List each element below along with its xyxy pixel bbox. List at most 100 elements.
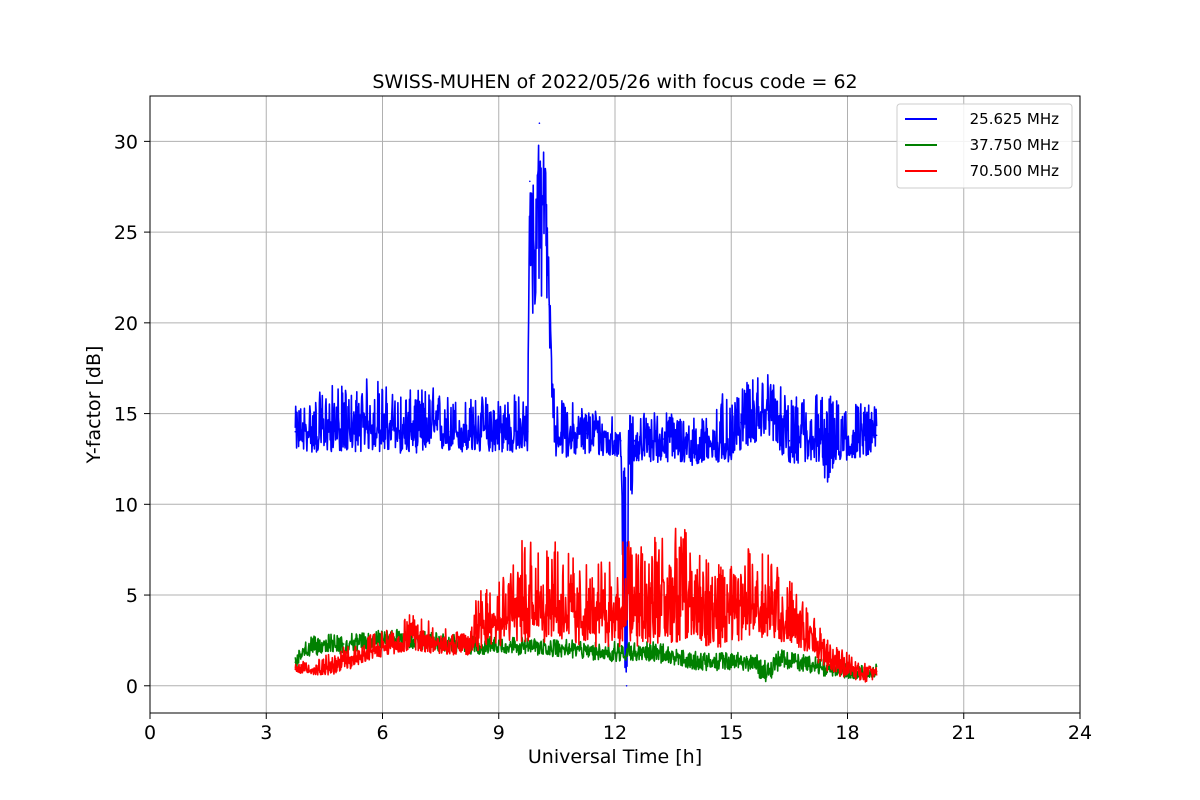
data-point	[540, 213, 543, 215]
data-point	[633, 603, 636, 605]
chart-title: SWISS-MUHEN of 2022/05/26 with focus cod…	[372, 71, 857, 93]
x-axis-label: Universal Time [h]	[528, 746, 702, 768]
data-point	[333, 427, 335, 429]
data-point	[294, 668, 297, 671]
data-point	[740, 421, 742, 424]
data-point	[625, 685, 628, 687]
data-point	[410, 634, 413, 636]
data-point	[662, 438, 665, 440]
data-point	[391, 645, 394, 647]
data-point	[691, 659, 694, 662]
data-point	[352, 657, 355, 660]
data-point	[788, 440, 791, 442]
data-point	[468, 432, 471, 435]
x-tick-label: 6	[376, 722, 388, 744]
data-point	[627, 449, 630, 451]
data-point	[498, 616, 500, 618]
series-line	[294, 527, 878, 683]
legend-label: 70.500 MHz	[970, 162, 1059, 180]
data-point	[730, 659, 733, 662]
data-point	[507, 430, 510, 433]
data-point	[633, 650, 636, 653]
data-point	[846, 666, 849, 669]
data-point	[614, 614, 616, 616]
data-point	[468, 645, 471, 647]
data-point	[808, 663, 810, 665]
data-point	[585, 432, 587, 435]
y-tick-label: 25	[114, 222, 138, 244]
data-point	[478, 621, 481, 624]
data-point	[633, 440, 636, 442]
data-point	[556, 606, 558, 609]
data-point	[837, 440, 839, 442]
data-point	[294, 661, 297, 663]
data-point	[778, 657, 781, 660]
y-tick-label: 0	[126, 676, 138, 698]
series-line	[294, 144, 878, 673]
data-point	[759, 412, 762, 415]
data-point	[691, 601, 694, 604]
data-point	[343, 643, 345, 645]
data-point	[769, 668, 771, 671]
data-point	[604, 436, 607, 439]
data-point	[372, 425, 374, 428]
legend-label: 25.625 MHz	[970, 110, 1059, 128]
data-point	[749, 661, 752, 663]
data-point	[682, 441, 684, 444]
data-point	[536, 646, 539, 649]
data-point	[808, 630, 810, 633]
data-point	[730, 612, 733, 614]
x-tick-label: 3	[260, 722, 272, 744]
y-tick-label: 15	[114, 404, 138, 426]
data-point	[488, 612, 490, 614]
data-point	[478, 645, 481, 647]
data-point	[304, 646, 306, 649]
data-point	[527, 430, 529, 433]
data-point	[575, 612, 578, 614]
data-point	[430, 427, 432, 429]
data-point	[548, 303, 550, 306]
data-point	[711, 661, 713, 663]
data-point	[788, 659, 791, 662]
data-point	[769, 409, 771, 411]
legend-label: 37.750 MHz	[970, 136, 1059, 154]
plot-area	[294, 122, 878, 687]
data-point	[620, 440, 622, 442]
data-point	[517, 612, 519, 614]
data-point	[534, 249, 537, 252]
data-point	[643, 441, 645, 444]
data-point	[575, 648, 578, 651]
data-point	[391, 429, 394, 431]
data-point	[817, 441, 820, 444]
data-point	[672, 597, 674, 600]
data-point	[594, 616, 597, 618]
data-point	[488, 429, 490, 431]
data-point	[827, 452, 829, 455]
y-tick-label: 20	[114, 313, 138, 335]
data-point	[372, 648, 374, 651]
data-point	[313, 430, 316, 433]
data-point	[498, 643, 500, 645]
data-point	[653, 601, 655, 604]
data-point	[565, 434, 568, 437]
x-tick-label: 24	[1068, 722, 1092, 744]
data-point	[529, 180, 531, 183]
data-point	[401, 637, 403, 640]
data-point	[711, 608, 713, 611]
x-tick-label: 21	[952, 722, 976, 744]
data-point	[313, 668, 316, 671]
data-point	[449, 430, 452, 433]
data-point	[682, 594, 684, 596]
data-point	[594, 650, 597, 653]
data-point	[827, 657, 829, 660]
data-point	[410, 430, 413, 433]
data-point	[701, 445, 703, 448]
data-point	[730, 440, 733, 442]
x-tick-label: 0	[144, 722, 156, 744]
data-point	[614, 652, 616, 654]
data-point	[544, 176, 547, 179]
data-point	[778, 416, 781, 419]
series-0	[294, 122, 878, 687]
data-point	[530, 231, 533, 233]
